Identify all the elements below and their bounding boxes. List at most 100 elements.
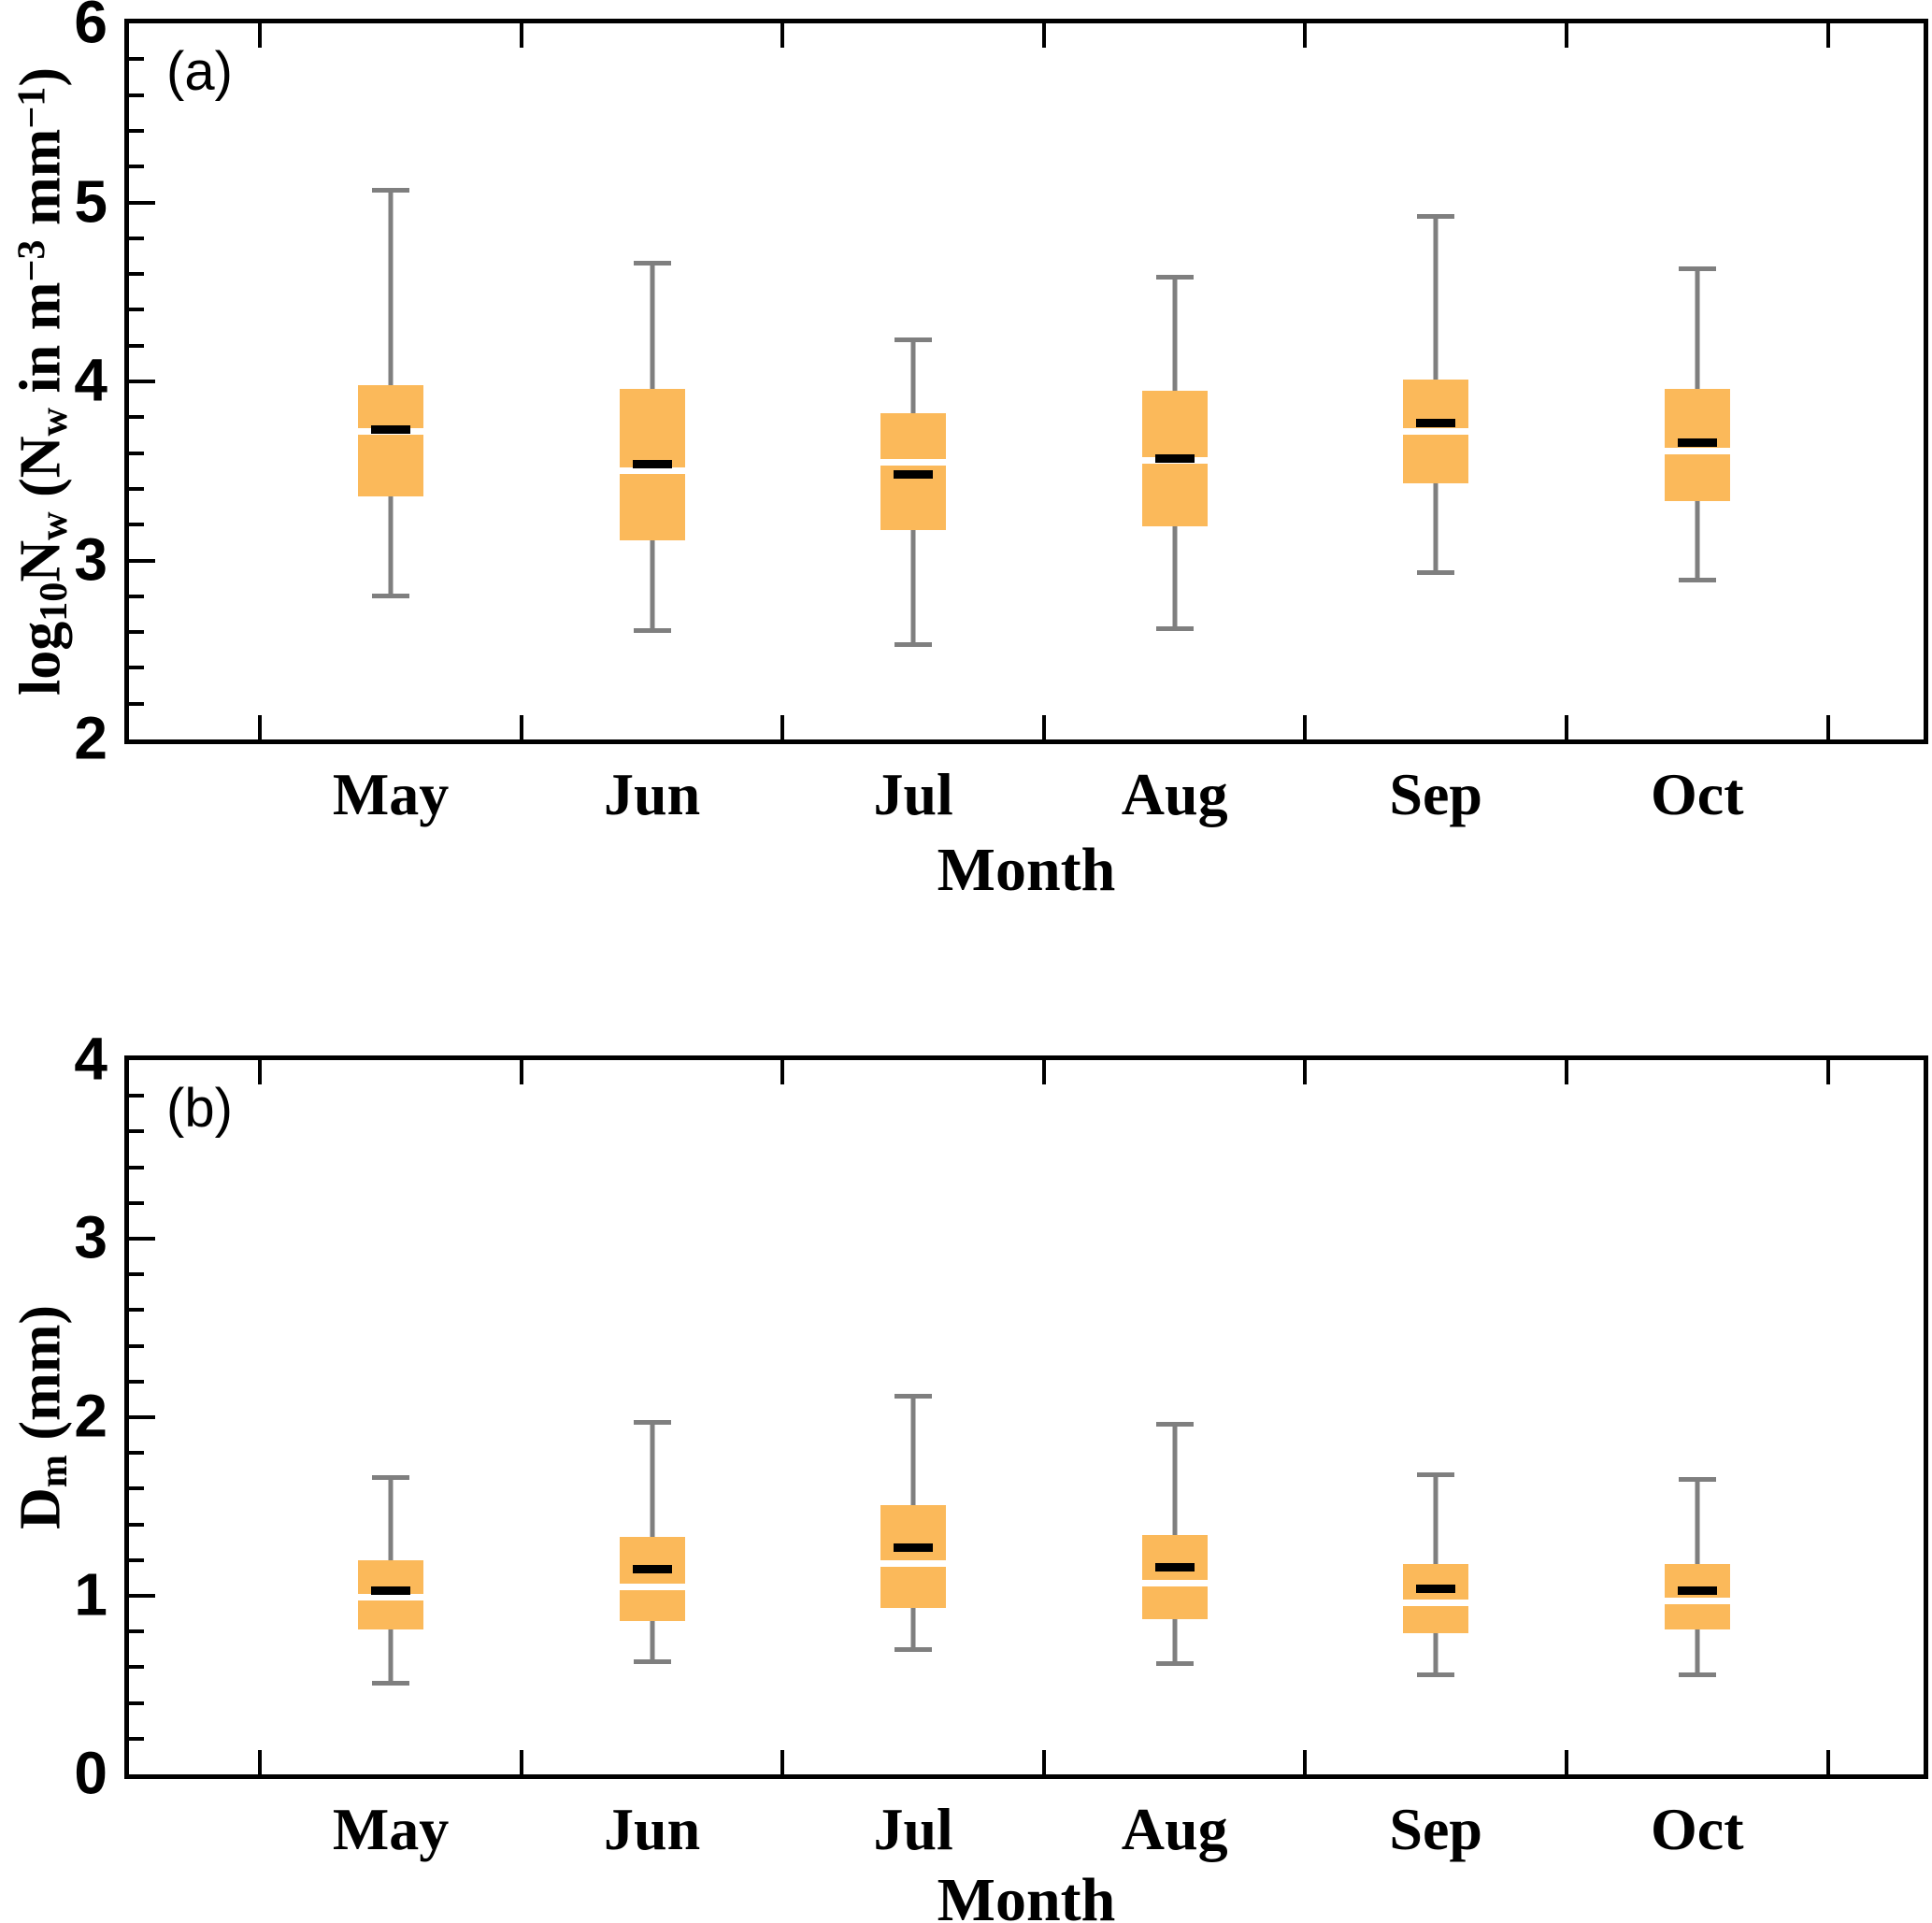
y-tick-label: 2: [74, 704, 107, 772]
x-boundary-tick-top: [1303, 23, 1308, 48]
upper-whisker-cap: [372, 187, 410, 193]
x-tick-label-aug: Aug: [1121, 761, 1228, 827]
x-tick-label-jun: Jun: [603, 761, 701, 827]
y-minor-tick: [129, 415, 144, 420]
x-boundary-tick-top: [519, 1060, 523, 1084]
y-tick-label: 2: [74, 1382, 107, 1450]
y-minor-tick: [129, 1522, 144, 1527]
upper-whisker-line: [388, 190, 394, 385]
x-boundary-tick-bottom: [1564, 715, 1568, 739]
x-tick-label-sep: Sep: [1389, 761, 1482, 827]
median-line: [619, 467, 685, 475]
median-line: [1141, 1580, 1208, 1587]
y-axis-title-segment: −1: [9, 86, 54, 129]
upper-whisker-line: [388, 1477, 394, 1560]
mean-dash: [371, 425, 411, 435]
upper-whisker-cap: [633, 1420, 671, 1426]
y-minor-tick: [129, 1272, 144, 1277]
lower-whisker-cap: [1155, 1661, 1194, 1667]
x-boundary-tick-bottom: [1303, 715, 1308, 739]
lower-whisker-cap: [372, 594, 410, 599]
box-jul: [880, 1504, 947, 1609]
mean-dash: [1677, 438, 1717, 447]
box-sep: [1403, 1563, 1469, 1634]
x-boundary-tick-bottom: [1303, 1750, 1308, 1774]
mean-dash: [632, 1564, 672, 1573]
y-major-tick: [129, 380, 155, 383]
box-oct: [1664, 1563, 1730, 1630]
x-boundary-tick-bottom: [258, 715, 263, 739]
mean-dash: [1154, 453, 1195, 463]
y-tick-label: 3: [74, 1203, 107, 1271]
box-may: [358, 384, 424, 496]
y-major-tick: [129, 1415, 155, 1419]
mean-dash: [371, 1586, 411, 1595]
lower-whisker-line: [1433, 483, 1438, 573]
x-tick-label-jul: Jul: [873, 761, 953, 827]
x-boundary-tick-top: [519, 23, 523, 48]
y-minor-tick: [129, 1736, 144, 1741]
y-minor-tick: [129, 666, 144, 670]
lower-whisker-cap: [1155, 625, 1194, 631]
x-boundary-tick-top: [1041, 23, 1046, 48]
y-minor-tick: [129, 1200, 144, 1205]
y-tick-label: 0: [74, 1739, 107, 1807]
lower-whisker-cap: [894, 1646, 933, 1652]
y-minor-tick: [129, 1094, 144, 1098]
y-minor-tick: [129, 343, 144, 348]
y-tick-label: 4: [74, 1025, 107, 1093]
y-tick-label: 6: [74, 0, 107, 56]
median-line: [1403, 1600, 1469, 1607]
upper-whisker-line: [650, 263, 655, 389]
y-minor-tick: [129, 523, 144, 527]
mean-dash: [1677, 1586, 1717, 1595]
y-minor-tick: [129, 165, 144, 169]
median-line: [1664, 1598, 1730, 1605]
median-line: [1664, 448, 1730, 455]
x-boundary-tick-top: [1041, 1060, 1046, 1084]
x-tick-label-oct: Oct: [1651, 761, 1744, 827]
x-tick-label-may: May: [332, 761, 450, 827]
y-minor-tick: [129, 57, 144, 62]
mean-dash: [632, 459, 672, 468]
x-boundary-tick-bottom: [1041, 1750, 1046, 1774]
upper-whisker-line: [910, 339, 916, 414]
box-aug: [1141, 1535, 1208, 1619]
y-minor-tick: [129, 1629, 144, 1634]
upper-whisker-line: [910, 1396, 916, 1505]
box-jun: [619, 1536, 685, 1621]
mean-dash: [1154, 1562, 1195, 1571]
y-minor-tick: [129, 272, 144, 277]
y-axis-title-segment: w: [32, 408, 77, 437]
upper-whisker-cap: [894, 337, 933, 343]
lower-whisker-line: [1172, 1618, 1178, 1664]
upper-whisker-line: [1695, 1479, 1700, 1564]
x-tick-label-aug: Aug: [1121, 1796, 1228, 1862]
y-minor-tick: [129, 486, 144, 491]
lower-whisker-line: [1172, 526, 1178, 629]
x-boundary-tick-bottom: [1564, 1750, 1568, 1774]
mean-dash: [894, 1543, 934, 1552]
upper-whisker-cap: [1417, 214, 1455, 220]
mean-dash: [1416, 1584, 1456, 1593]
lower-whisker-line: [388, 1629, 394, 1684]
y-tick-label: 4: [74, 346, 107, 414]
y-axis-title-segment: −3: [9, 239, 54, 282]
y-minor-tick: [129, 1165, 144, 1170]
y-major-tick: [129, 1594, 155, 1598]
y-minor-tick: [129, 594, 144, 598]
x-tick-label-jul: Jul: [873, 1796, 953, 1862]
mean-dash: [1416, 418, 1456, 427]
y-minor-tick: [129, 308, 144, 312]
lower-whisker-line: [1695, 501, 1700, 581]
upper-whisker-line: [1433, 216, 1438, 380]
y-minor-tick: [129, 93, 144, 97]
y-tick-label: 1: [74, 1560, 107, 1629]
panel-a-x-axis-title: Month: [937, 836, 1116, 904]
x-boundary-tick-bottom: [519, 1750, 523, 1774]
x-boundary-tick-bottom: [519, 715, 523, 739]
lower-whisker-line: [650, 1620, 655, 1662]
lower-whisker-line: [1433, 1633, 1438, 1675]
lower-whisker-cap: [372, 1681, 410, 1686]
